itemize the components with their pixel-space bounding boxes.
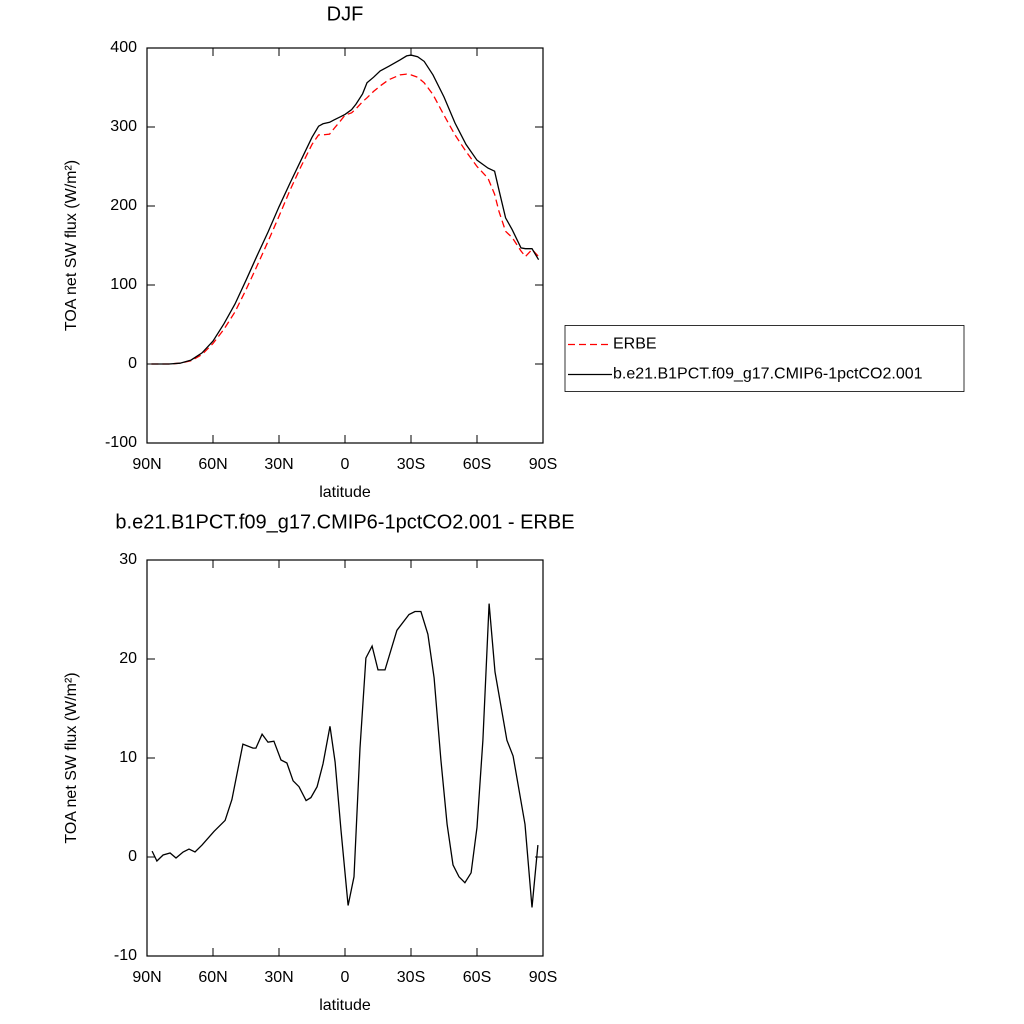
y-axis-label: TOA net SW flux (W/m²) [63,672,80,843]
x-tick-label: 60N [198,969,227,986]
x-tick-label: 30N [264,456,293,473]
plot-frame [146,559,544,957]
y-tick-label: 100 [110,276,137,293]
chart-title: b.e21.B1PCT.f09_g17.CMIP6-1pctCO2.001 - … [115,511,574,533]
x-tick-label: 0 [341,456,350,473]
x-tick-label: 90S [529,456,557,473]
y-tick-label: 200 [110,197,137,214]
data-line [151,73,540,365]
x-tick-label: 30N [264,969,293,986]
x-tick-label: 90N [132,456,161,473]
y-tick-label: 0 [128,355,137,372]
y-tick-label: 20 [119,650,137,667]
plot-frame [146,47,544,444]
x-tick-label: 30S [397,456,425,473]
x-tick-label: 90N [132,969,161,986]
x-tick-label: 60N [198,456,227,473]
x-tick-label: 60S [463,969,491,986]
x-tick-label: 60S [463,456,491,473]
y-tick-label: 30 [119,551,137,568]
chart-title: DJF [327,3,364,25]
data-line [151,603,539,908]
legend-label: b.e21.B1PCT.f09_g17.CMIP6-1pctCO2.001 [613,366,923,383]
y-tick-label: 0 [128,848,137,865]
y-tick-label: 300 [110,118,137,135]
x-tick-label: 90S [529,969,557,986]
legend-label: ERBE [613,336,657,353]
y-tick-label: -100 [105,434,137,451]
y-tick-label: 10 [119,749,137,766]
x-tick-label: 30S [397,969,425,986]
y-tick-label: 400 [110,39,137,56]
x-axis-label: latitude [319,484,371,501]
x-axis-label: latitude [319,997,371,1014]
x-tick-label: 0 [341,969,350,986]
y-axis-label: TOA net SW flux (W/m²) [63,160,80,331]
data-line [151,54,540,365]
y-tick-label: -10 [114,947,137,964]
legend-box [564,325,965,392]
